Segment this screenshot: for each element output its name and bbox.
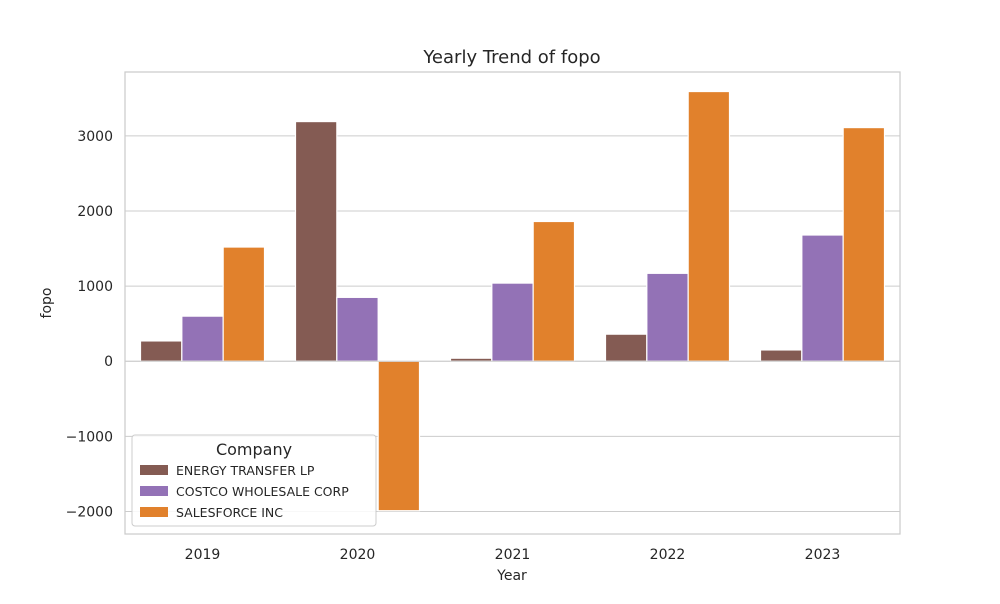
y-tick-label: 3000: [77, 129, 113, 145]
x-axis-label: Year: [496, 568, 527, 584]
bar: [532, 220, 576, 362]
bar: [139, 340, 183, 362]
y-tick-label: −1000: [66, 429, 113, 445]
legend-title: Company: [216, 440, 292, 459]
legend-swatch: [140, 486, 168, 496]
x-tick-label: 2020: [340, 547, 376, 563]
legend-label: COSTCO WHOLESALE CORP: [176, 484, 349, 499]
chart-title: Yearly Trend of fopo: [422, 47, 600, 68]
legend-swatch: [140, 465, 168, 475]
plot-frame: [124, 71, 901, 535]
bar: [842, 126, 886, 362]
bar: [222, 246, 266, 362]
legend-items: ENERGY TRANSFER LP COSTCO WHOLESALE CORP S…: [140, 463, 349, 520]
legend-box: [131, 434, 377, 527]
x-tick-label: 2022: [650, 547, 686, 563]
bar: [491, 282, 534, 362]
y-axis-label: fopo: [39, 288, 55, 319]
bar: [759, 349, 803, 362]
bar: [336, 296, 379, 362]
bar: [294, 120, 338, 362]
bar: [646, 272, 689, 362]
y-tick-label: −2000: [66, 504, 113, 520]
legend-swatch: [140, 507, 168, 517]
y-tick-label: 2000: [77, 204, 113, 220]
legend: Company ENERGY TRANSFER LP COSTCO WHOLESA…: [131, 434, 377, 527]
y-tick-labels: −2000 −1000 0 1000 2000 3000: [66, 129, 113, 521]
bar: [377, 360, 421, 512]
bars: [139, 90, 886, 512]
y-tick-label: 1000: [77, 279, 113, 295]
bar: [604, 333, 648, 362]
x-tick-label: 2021: [495, 547, 531, 563]
x-tick-labels: 2019 2020 2021 2022 2023: [185, 547, 841, 563]
x-tick-label: 2023: [805, 547, 841, 563]
bar: [687, 90, 731, 362]
legend-label: SALESFORCE INC: [176, 505, 283, 520]
legend-label: ENERGY TRANSFER LP: [176, 463, 315, 478]
bar: [181, 315, 224, 362]
bar: [801, 234, 844, 362]
y-tick-label: 0: [104, 354, 113, 370]
x-tick-label: 2019: [185, 547, 221, 563]
